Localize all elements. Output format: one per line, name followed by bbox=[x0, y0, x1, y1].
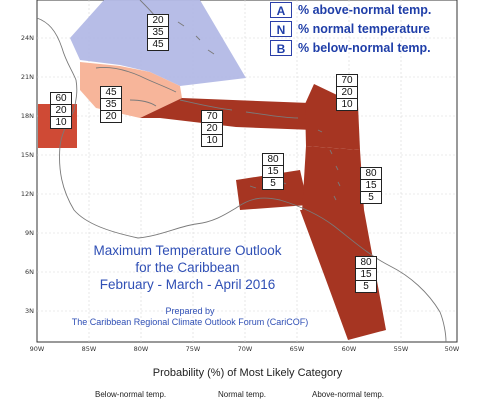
svg-text:3N: 3N bbox=[25, 307, 34, 315]
prob-above: 80 bbox=[356, 257, 376, 269]
svg-text:6N: 6N bbox=[25, 268, 34, 276]
legend-key-n: N bbox=[270, 21, 292, 37]
legend: A % above-normal temp. N % normal temper… bbox=[270, 0, 495, 62]
prob-above: 20 bbox=[148, 15, 168, 27]
prob-below: 5 bbox=[270, 178, 276, 189]
svg-text:60W: 60W bbox=[342, 345, 357, 353]
credit-line-1: Prepared by bbox=[165, 306, 215, 316]
prob-box-windward: 80 15 5 bbox=[360, 167, 382, 204]
legend-key-b: B bbox=[270, 40, 292, 56]
category-labels: Below-normal temp. Normal temp. Above-no… bbox=[0, 390, 495, 402]
prob-normal: 35 bbox=[148, 27, 168, 39]
legend-row-above: A % above-normal temp. bbox=[270, 2, 431, 18]
credit: Prepared by The Caribbean Regional Clima… bbox=[40, 306, 340, 328]
svg-text:50W: 50W bbox=[445, 345, 460, 353]
prob-normal: 20 bbox=[337, 87, 357, 99]
svg-text:85W: 85W bbox=[82, 345, 97, 353]
prob-below: 10 bbox=[341, 99, 353, 110]
svg-text:24N: 24N bbox=[21, 34, 34, 42]
prob-box-belize: 60 20 10 bbox=[50, 92, 72, 129]
svg-text:12N: 12N bbox=[21, 190, 34, 198]
caribbean-map: 24N 21N 18N 15N 12N 9N 6N 3N 90W 85W 80W… bbox=[21, 0, 460, 353]
prob-normal: 20 bbox=[202, 123, 222, 135]
svg-text:18N: 18N bbox=[21, 112, 34, 120]
prob-below: 45 bbox=[152, 39, 164, 50]
category-above: Above-normal temp. bbox=[312, 390, 385, 399]
prob-box-peach: 45 35 20 bbox=[100, 86, 122, 123]
legend-row-below: B % below-normal temp. bbox=[270, 40, 431, 56]
svg-text:21N: 21N bbox=[21, 73, 34, 81]
prob-box-hispaniola: 70 20 10 bbox=[201, 110, 223, 147]
prob-below: 5 bbox=[363, 281, 369, 292]
svg-text:90W: 90W bbox=[30, 345, 45, 353]
prob-above: 60 bbox=[51, 93, 71, 105]
longitude-labels: 90W 85W 80W 75W 70W 65W 60W 55W 50W bbox=[30, 345, 460, 353]
title-line-3: February - March - April 2016 bbox=[99, 277, 276, 292]
category-below: Below-normal temp. bbox=[95, 390, 167, 399]
prob-normal: 35 bbox=[101, 99, 121, 111]
prob-normal: 15 bbox=[263, 166, 283, 178]
prob-normal: 20 bbox=[51, 105, 71, 117]
legend-row-normal: N % normal temperature bbox=[270, 21, 430, 37]
map-title: Maximum Temperature Outlook for the Cari… bbox=[60, 242, 315, 293]
category-normal: Normal temp. bbox=[218, 390, 267, 399]
svg-text:15N: 15N bbox=[21, 151, 34, 159]
legend-text-above: % above-normal temp. bbox=[298, 3, 432, 17]
prob-below: 20 bbox=[105, 111, 117, 122]
legend-text-normal: % normal temperature bbox=[298, 22, 430, 36]
legend-text-below: % below-normal temp. bbox=[298, 41, 431, 55]
svg-text:80W: 80W bbox=[134, 345, 149, 353]
prob-box-guianas: 80 15 5 bbox=[355, 256, 377, 293]
region-red-windward bbox=[302, 146, 364, 212]
region-red-guianas bbox=[300, 210, 386, 340]
prob-normal: 15 bbox=[356, 269, 376, 281]
prob-normal: 15 bbox=[361, 180, 381, 192]
prob-above: 80 bbox=[263, 154, 283, 166]
prob-below: 10 bbox=[55, 117, 67, 128]
svg-text:75W: 75W bbox=[186, 345, 201, 353]
title-line-1: Maximum Temperature Outlook bbox=[93, 243, 282, 258]
prob-above: 45 bbox=[101, 87, 121, 99]
prob-box-abc: 80 15 5 bbox=[262, 153, 284, 190]
prob-above: 70 bbox=[202, 111, 222, 123]
svg-text:9N: 9N bbox=[25, 229, 34, 237]
svg-text:70W: 70W bbox=[238, 345, 253, 353]
region-red-hispaniola bbox=[140, 98, 314, 130]
prob-below: 10 bbox=[206, 135, 218, 146]
svg-text:65W: 65W bbox=[290, 345, 305, 353]
prob-box-leeward: 70 20 10 bbox=[336, 74, 358, 111]
prob-above: 70 bbox=[337, 75, 357, 87]
prob-above: 80 bbox=[361, 168, 381, 180]
legend-key-a: A bbox=[270, 2, 292, 18]
title-line-2: for the Caribbean bbox=[135, 260, 240, 275]
prob-below: 5 bbox=[368, 192, 374, 203]
region-red-abc bbox=[236, 170, 308, 210]
svg-text:55W: 55W bbox=[394, 345, 409, 353]
probability-axis-title: Probability (%) of Most Likely Category bbox=[152, 367, 343, 379]
latitude-labels: 24N 21N 18N 15N 12N 9N 6N 3N bbox=[21, 34, 34, 315]
credit-line-2: The Caribbean Regional Climate Outlook F… bbox=[71, 317, 309, 327]
prob-box-blue: 20 35 45 bbox=[147, 14, 169, 51]
